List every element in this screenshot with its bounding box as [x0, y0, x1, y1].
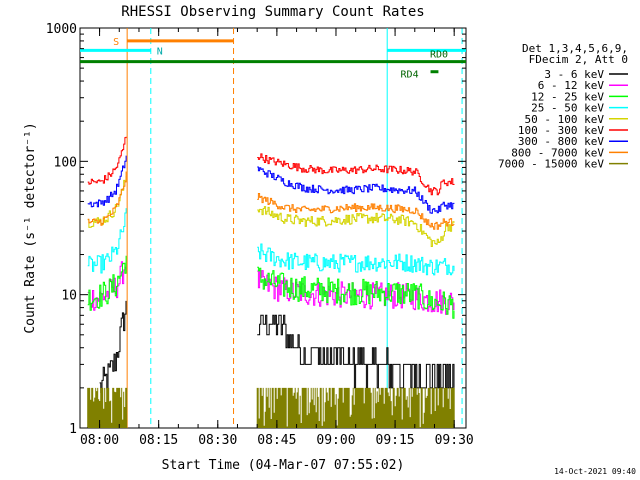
- x-tick-label-3: 08:45: [257, 433, 296, 448]
- x-tick-label-0: 08:00: [80, 433, 119, 448]
- x-tick-label-5: 09:15: [376, 433, 415, 448]
- x-axis-label: Start Time (04-Mar-07 07:55:02): [162, 458, 405, 473]
- y-tick-label-3: 1000: [46, 22, 77, 37]
- series-line-5-0: [87, 136, 127, 185]
- series-line-1-1: [257, 270, 455, 315]
- left-panel: [0, 0, 80, 480]
- series-line-7-1: [257, 193, 455, 230]
- series-line-3-0: [87, 208, 127, 274]
- x-tick-label-6: 09:30: [435, 433, 474, 448]
- plot-frame: [79, 27, 467, 429]
- y-tick-label-0: 1: [69, 422, 77, 437]
- series-line-6-1: [257, 166, 455, 214]
- series-line-2-1: [257, 266, 455, 319]
- series-line-6-0: [87, 155, 127, 208]
- x-tick-label-2: 08:30: [198, 433, 237, 448]
- y-tick-label-1: 10: [61, 289, 77, 304]
- series-line-0-0: [99, 300, 127, 393]
- annotation-layer: S N RD0 RD4: [80, 28, 466, 428]
- legend-label-3: 25 - 50 keV: [531, 102, 604, 115]
- legend-label-8: 7000 - 15000 keV: [498, 158, 604, 171]
- axis-layer: 08:00 08:15 08:30 08:45 09:00 09:15 09:30 1 10 10…: [46, 22, 474, 448]
- legend-label-6: 300 - 800 keV: [518, 135, 604, 148]
- legend-label-5: 100 - 300 keV: [518, 124, 604, 137]
- series-line-8-0: [87, 387, 128, 428]
- series-line-8-1: [256, 387, 455, 428]
- flag-label-1: N: [157, 46, 163, 57]
- legend-label-7: 800 - 7000 keV: [511, 146, 604, 159]
- series-layer: [87, 136, 455, 428]
- series-line-4-1: [257, 206, 455, 247]
- series-line-2-0: [87, 255, 127, 311]
- flag-label-0: S: [113, 37, 119, 48]
- chart-title: RHESSI Observing Summary Count Rates: [121, 4, 424, 20]
- legend-header-line-1: Det 1,3,4,5,6,9,: [522, 42, 628, 55]
- series-line-0-1: [257, 314, 455, 389]
- legend-label-2: 12 - 25 keV: [531, 90, 604, 103]
- series-line-3-1: [257, 243, 455, 276]
- flag-label-3: RD0: [430, 49, 448, 60]
- legend-header-line-2: FDecim 2, Att 0: [529, 53, 628, 66]
- x-tick-label-1: 08:15: [139, 433, 178, 448]
- legend-label-1: 6 - 12 keV: [538, 79, 605, 92]
- series-line-7-0: [87, 171, 127, 226]
- series-line-5-1: [257, 153, 455, 196]
- y-tick-label-2: 100: [54, 155, 77, 170]
- x-tick-label-4: 09:00: [316, 433, 355, 448]
- legend-label-4: 50 - 100 keV: [525, 113, 605, 126]
- y-axis-label: Count Rate (s⁻¹ detector⁻¹): [23, 122, 38, 333]
- footer-timestamp: 14-Oct-2021 09:40: [554, 467, 636, 476]
- flag-label-4: RD4: [401, 70, 419, 81]
- legend-label-0: 3 - 6 keV: [544, 68, 604, 81]
